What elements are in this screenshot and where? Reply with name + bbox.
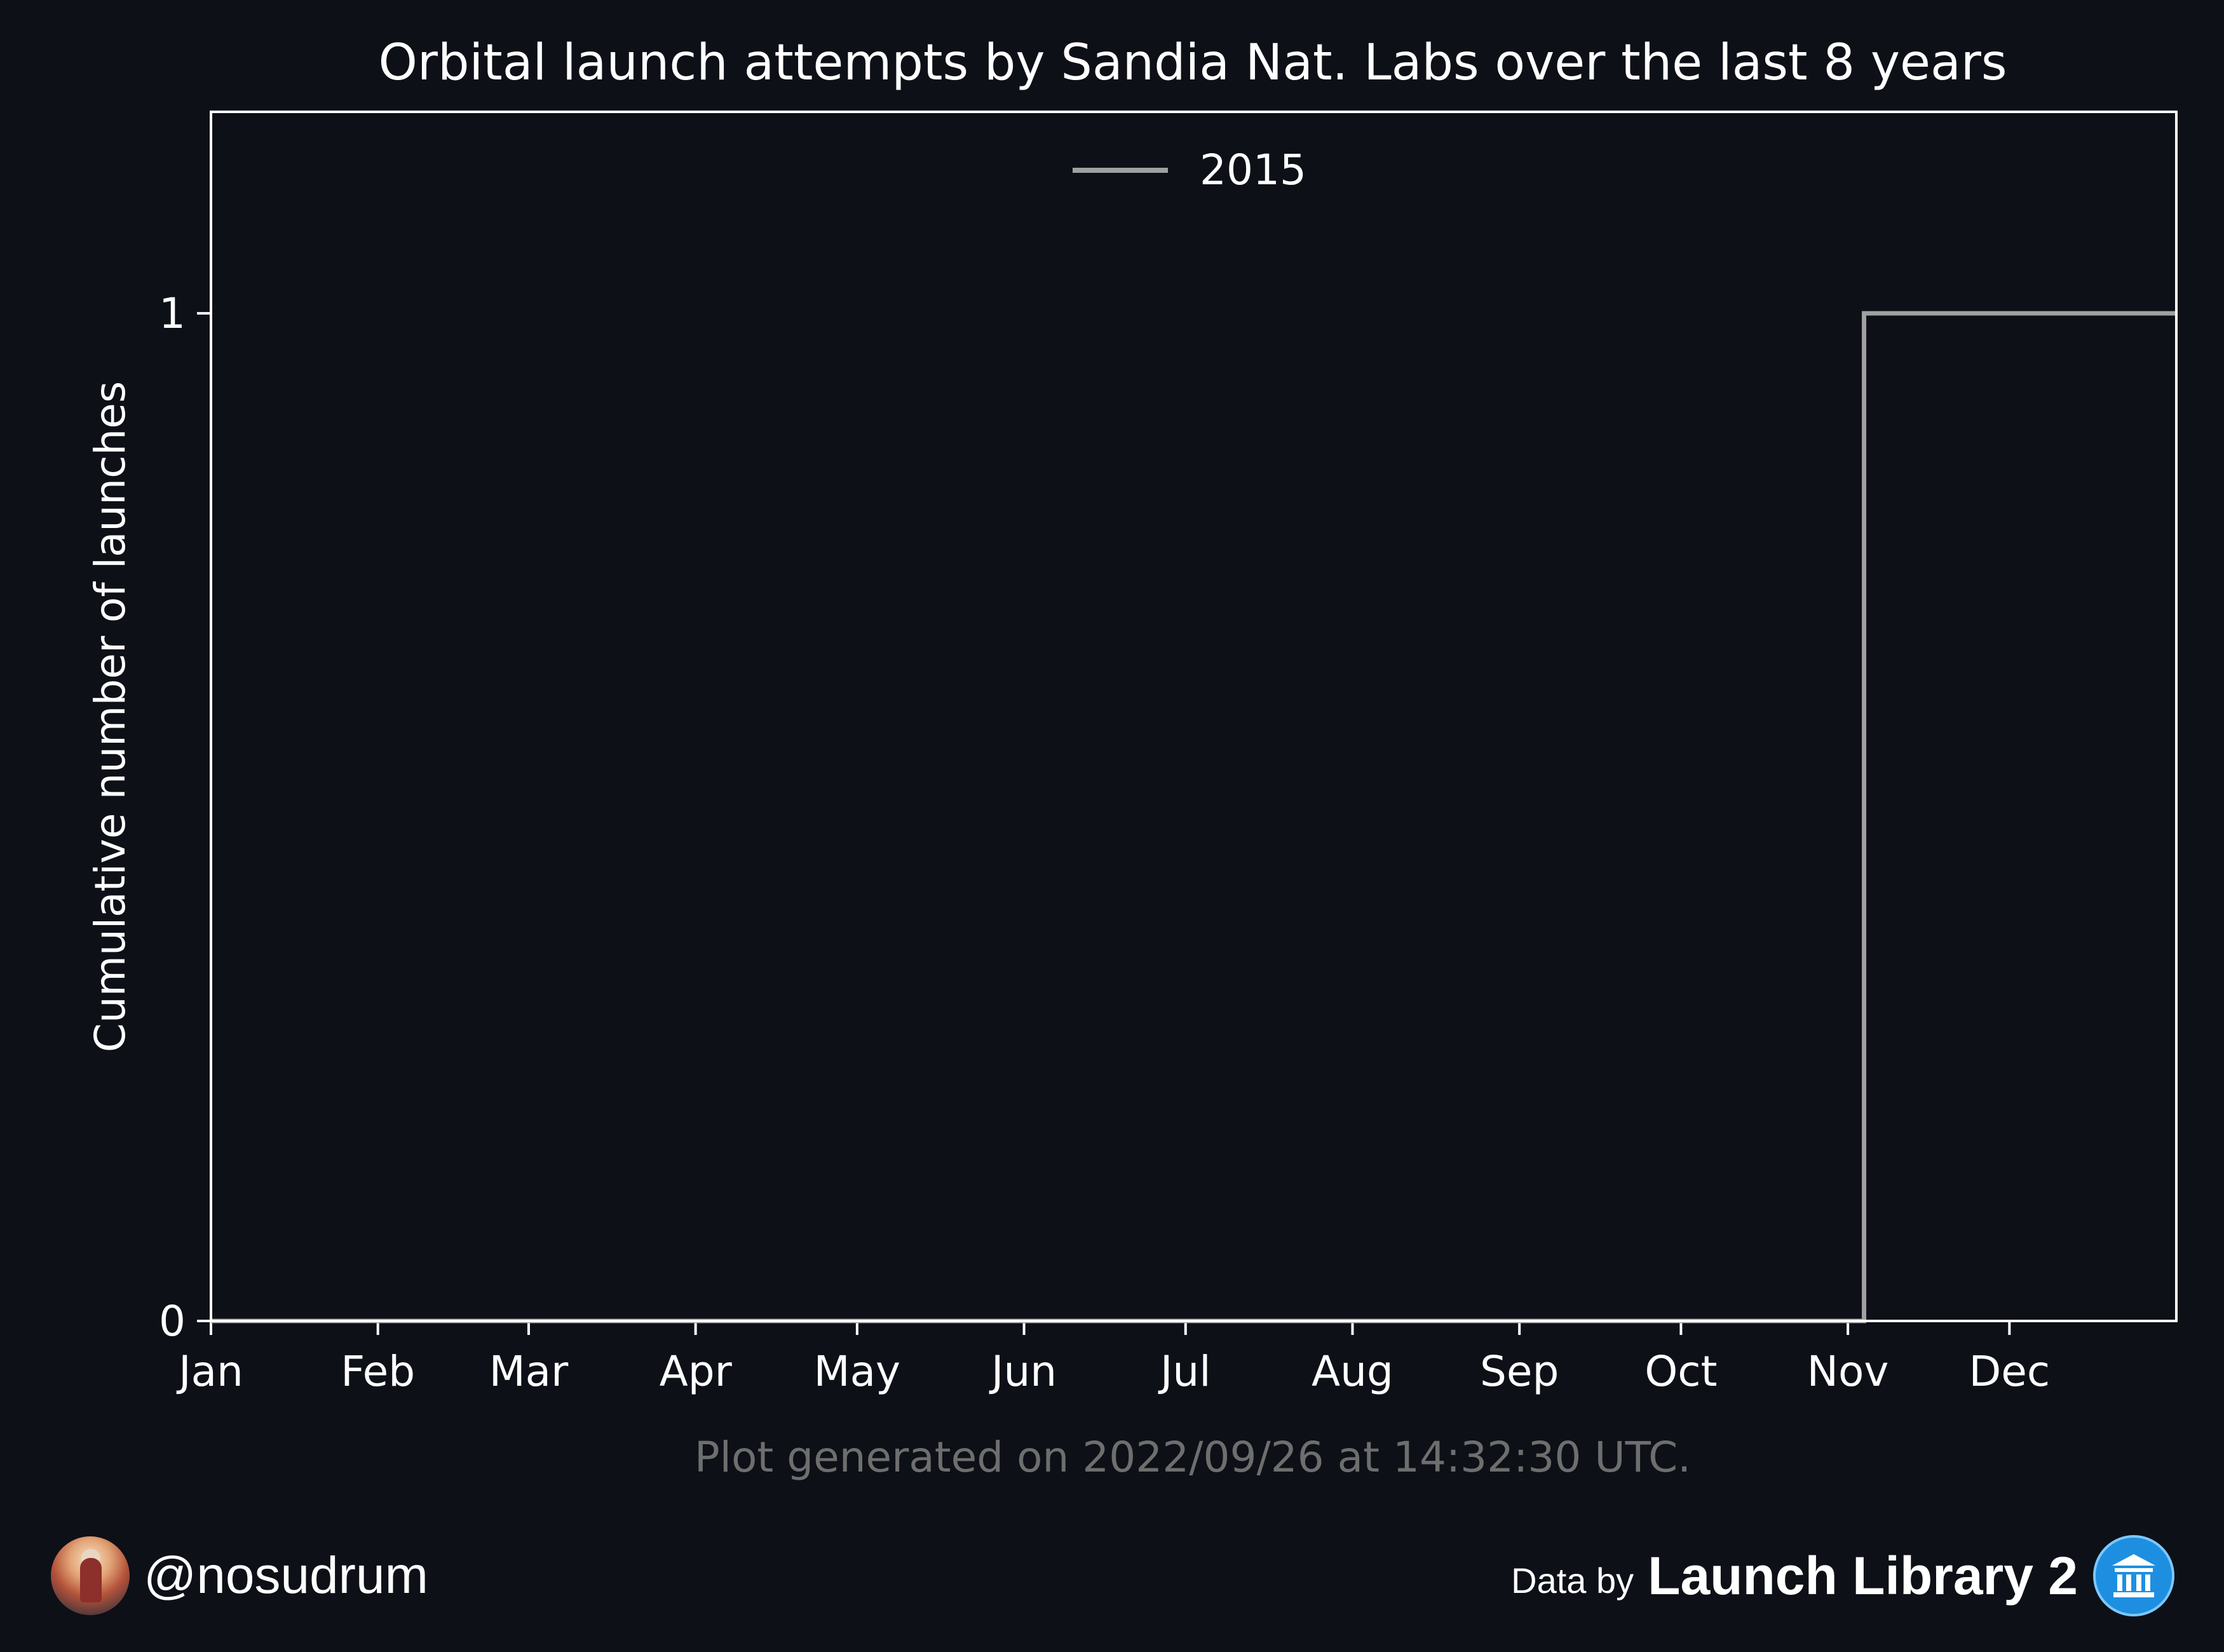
x-tick-label: Jan [176,1347,243,1396]
legend: 2015 [1073,146,1306,194]
data-source-credit: Data by Launch Library 2 [1511,1534,2174,1617]
x-tick-label: Jun [989,1347,1057,1396]
x-tick-label: Aug [1312,1347,1393,1396]
data-source-name: Launch Library 2 [1648,1545,2078,1606]
x-tick-label: Dec [1969,1347,2050,1396]
author-handle: @nosudrum [144,1547,428,1604]
x-tick-label: Oct [1644,1347,1717,1396]
data-by-label: Data by [1511,1560,1634,1601]
x-tick-label: Feb [341,1347,415,1396]
x-tick-label: Sep [1480,1347,1559,1396]
generated-timestamp-note: Plot generated on 2022/09/26 at 14:32:30… [695,1433,1691,1482]
plot-frame-border [210,111,2178,1322]
plot-area [210,111,2178,1322]
launch-library-logo-icon [2093,1535,2174,1616]
astronaut-avatar-icon [51,1536,130,1615]
y-tick-label: 0 [159,1297,186,1346]
author-credit: @nosudrum [51,1534,428,1617]
x-tick-label: May [814,1347,900,1396]
chart-title: Orbital launch attempts by Sandia Nat. L… [379,34,2007,91]
y-axis-label: Cumulative number of launches [86,381,135,1052]
x-axis: Jan Feb Mar Apr May Jun Jul Aug Sep Oct Nov Dec [176,1321,2050,1396]
y-tick-label: 1 [159,289,186,338]
legend-label-2015: 2015 [1200,146,1306,194]
y-axis: 01 [159,289,211,1346]
x-tick-label: Mar [489,1347,569,1396]
x-tick-label: Jul [1158,1347,1211,1396]
x-tick-label: Apr [660,1347,733,1396]
x-tick-label: Nov [1807,1347,1889,1396]
